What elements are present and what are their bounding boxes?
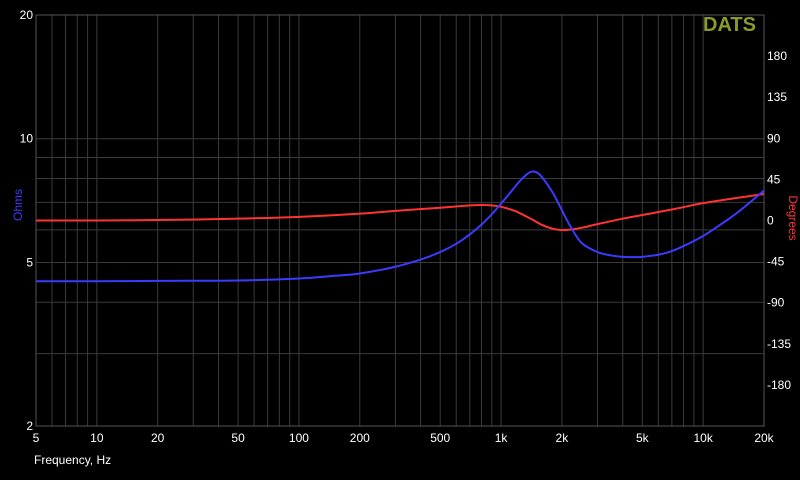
y-right-tick-label: 90 — [767, 131, 781, 145]
y-right-tick-label: 180 — [767, 49, 787, 63]
x-tick-label: 10 — [90, 431, 104, 445]
impedance-curve — [35, 170, 765, 283]
x-tick-labels: 5 10 20 50 100 200 500 1k 2k 5k 10k 20k — [33, 431, 775, 445]
y-left-tick-label: 5 — [26, 255, 33, 269]
series-lines — [35, 170, 765, 283]
y-left-axis-label: Ohms — [11, 189, 25, 221]
phase-curve — [35, 193, 765, 232]
x-tick-label: 10k — [693, 431, 713, 445]
x-tick-label: 20k — [754, 431, 774, 445]
y-right-tick-label: 0 — [767, 214, 774, 228]
x-tick-label: 5k — [636, 431, 650, 445]
x-tick-label: 1k — [495, 431, 509, 445]
grid — [35, 14, 765, 427]
y-right-tick-label: -90 — [767, 296, 785, 310]
x-tick-label: 2k — [556, 431, 570, 445]
x-tick-label: 50 — [231, 431, 245, 445]
brand-logo: DATS — [703, 14, 756, 36]
y-right-tick-label: -45 — [767, 255, 785, 269]
y-right-tick-label: 45 — [767, 172, 781, 186]
y-right-tick-label: -180 — [767, 378, 791, 392]
y-left-tick-label: 20 — [20, 8, 34, 22]
y-right-tick-label: 135 — [767, 90, 787, 104]
y-right-tick-labels: 180 135 90 45 0 -45 -90 -135 -180 — [767, 49, 791, 392]
y-left-tick-labels: 2 5 10 20 — [20, 8, 34, 433]
x-axis-label: Frequency, Hz — [34, 453, 111, 467]
x-tick-label: 200 — [350, 431, 370, 445]
y-left-tick-label: 2 — [26, 419, 33, 433]
y-right-axis-label: Degrees — [786, 195, 800, 240]
y-left-tick-label: 10 — [20, 132, 34, 146]
x-tick-label: 100 — [289, 431, 309, 445]
x-tick-label: 20 — [151, 431, 165, 445]
y-right-tick-label: -135 — [767, 337, 791, 351]
x-tick-label: 5 — [33, 431, 40, 445]
x-tick-label: 500 — [430, 431, 450, 445]
